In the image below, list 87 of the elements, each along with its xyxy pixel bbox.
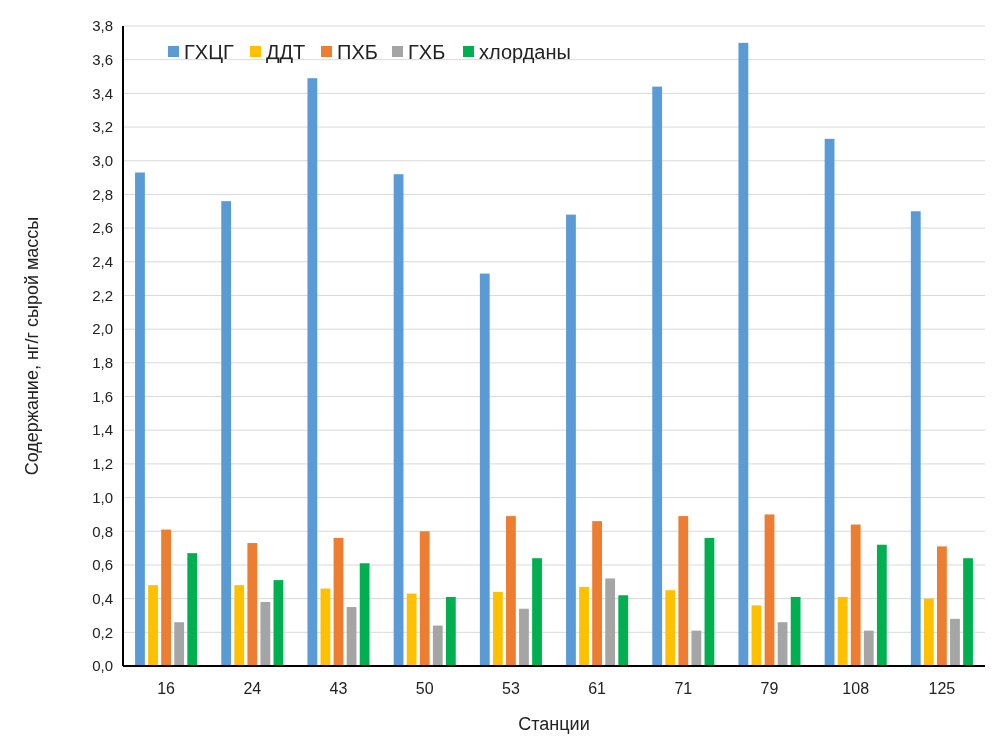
bar	[506, 516, 516, 666]
bar	[751, 605, 762, 666]
legend-label: ГХБ	[408, 41, 446, 63]
y-tick-label: 2,6	[92, 219, 113, 237]
legend-label: хлорданы	[479, 41, 571, 63]
x-tick-label: 108	[842, 680, 870, 697]
bar	[963, 558, 973, 666]
legend-label: ДДТ	[266, 41, 306, 63]
y-tick-label: 3,0	[92, 151, 113, 169]
y-tick-label: 2,8	[92, 185, 113, 203]
bar	[221, 201, 232, 666]
x-tick-label: 50	[415, 680, 434, 697]
bar	[876, 544, 887, 666]
bar	[333, 538, 344, 666]
y-tick-label: 3,6	[92, 50, 113, 68]
y-tick-label: 1,0	[92, 488, 113, 506]
bar	[618, 595, 629, 666]
x-tick-label: 43	[329, 680, 348, 697]
bar	[738, 42, 749, 666]
x-axis-title: Станции	[518, 714, 590, 734]
bar	[419, 531, 430, 666]
x-tick-label: 16	[157, 680, 176, 697]
bar	[579, 586, 589, 666]
bar	[479, 273, 490, 666]
bar	[320, 588, 331, 666]
y-tick-label: 0,2	[92, 623, 113, 641]
bar	[307, 78, 318, 666]
y-tick-label: 0,8	[92, 522, 113, 540]
bar	[678, 516, 689, 666]
x-tick-label: 79	[760, 680, 779, 697]
bar	[148, 585, 158, 666]
bar	[260, 602, 271, 666]
y-tick-label: 0,0	[92, 657, 113, 675]
bar	[704, 538, 715, 666]
x-tick-label: 61	[588, 680, 607, 697]
bar	[923, 598, 934, 666]
y-tick-label: 2,0	[92, 320, 113, 338]
x-tick-label: 24	[243, 680, 262, 697]
y-tick-label: 0,6	[92, 556, 113, 574]
bar	[532, 558, 542, 666]
bar	[910, 211, 921, 666]
bar	[764, 514, 775, 666]
bar	[790, 596, 801, 666]
y-tick-label: 0,4	[92, 589, 113, 607]
bar	[950, 618, 960, 666]
bar	[187, 553, 198, 666]
bar	[519, 608, 529, 666]
bar	[777, 622, 788, 666]
bar	[247, 543, 258, 666]
bar	[393, 174, 404, 666]
bar	[566, 214, 576, 666]
bar	[492, 591, 503, 666]
bar	[406, 593, 417, 666]
y-tick-label: 2,2	[92, 286, 113, 304]
bar	[863, 630, 874, 666]
y-tick-label: 3,4	[92, 84, 113, 102]
bar	[135, 172, 145, 666]
bar	[273, 580, 284, 666]
y-tick-label: 1,4	[92, 421, 113, 439]
y-tick-label: 3,8	[92, 17, 113, 35]
x-tick-label: 53	[502, 680, 520, 697]
legend-label: ГХЦГ	[184, 41, 234, 63]
bar	[824, 138, 835, 666]
bar	[161, 529, 171, 666]
y-tick-label: 3,2	[92, 118, 113, 136]
x-tick-label: 125	[928, 680, 956, 697]
bar	[937, 546, 947, 666]
legend-label: ПХБ	[337, 41, 378, 63]
bar	[432, 625, 443, 666]
x-tick-label: 71	[674, 680, 693, 697]
bar	[691, 630, 702, 666]
bar	[445, 596, 456, 666]
y-tick-label: 1,8	[92, 354, 113, 372]
bar	[359, 563, 370, 666]
y-tick-label: 1,6	[92, 387, 113, 405]
y-tick-label: 1,2	[92, 455, 113, 473]
bar	[346, 607, 357, 666]
bar	[174, 622, 185, 666]
bar	[850, 524, 861, 666]
bar	[605, 578, 616, 666]
y-axis-title: Содержание, нг/г сырой массы	[22, 216, 42, 476]
bar	[665, 590, 676, 666]
y-tick-label: 2,4	[92, 253, 113, 271]
bar	[592, 521, 602, 666]
bar	[652, 86, 663, 666]
bar	[837, 596, 848, 666]
bar	[234, 585, 245, 666]
